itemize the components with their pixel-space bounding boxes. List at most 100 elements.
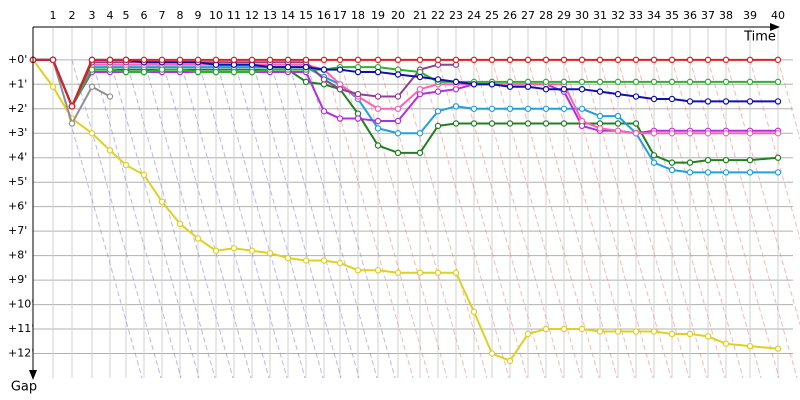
data-point [122,68,130,76]
data-point [596,125,604,132]
data-point [320,257,328,264]
lap-guide [71,59,162,379]
data-point [746,56,754,64]
lap-guide [339,59,430,379]
lap-guides [52,59,800,379]
plot [29,56,782,365]
data-point [722,98,730,105]
data-point [774,130,782,137]
data-point [650,78,658,86]
data-point [354,90,362,98]
data-point [774,345,782,352]
data-point [722,156,730,164]
data-point [506,120,514,127]
data-point [686,98,694,105]
data-point [374,117,382,125]
x-tick-label: 10 [209,9,223,22]
data-point [774,56,782,64]
x-axis-title: Time [743,30,776,45]
data-point [506,357,514,365]
y-tick-label: +5' [8,175,27,188]
lap-guide [377,59,468,379]
data-point [614,90,622,98]
data-point [746,342,754,350]
lap-guide [671,59,762,379]
data-point [434,56,442,64]
x-tick-label: 25 [485,9,499,22]
data-point [194,68,202,76]
data-point [434,76,442,83]
x-tick-label: 9 [195,9,202,22]
x-tick-label: 33 [629,9,643,22]
data-point [506,83,514,90]
data-point [434,108,442,115]
data-point [248,247,256,254]
lap-guide [635,59,726,379]
data-point [746,78,754,86]
data-point [336,85,344,93]
data-point [686,130,694,137]
data-point [88,66,96,73]
data-point [176,220,184,228]
data-point [266,249,274,257]
y-tick-label: +1' [8,77,27,90]
data-point [746,169,754,176]
data-point [106,66,114,73]
data-point [722,130,730,137]
x-tick-label: 30 [575,9,589,22]
lap-guide [52,59,143,379]
x-tick-label: 12 [245,9,259,22]
data-point [668,166,676,174]
data-point [49,56,57,64]
x-tick-label: 26 [503,9,517,22]
data-point [266,63,274,71]
data-point [354,267,362,274]
data-point [524,330,532,338]
x-tick-label: 7 [159,9,166,22]
data-point [158,56,166,64]
x-tick-label: 6 [141,9,148,22]
lap-guide [707,59,798,379]
x-tick-label: 2 [69,9,76,22]
data-point [194,235,202,242]
y-axis-arrow [29,370,37,380]
data-point [614,328,622,335]
data-point [394,269,402,276]
lap-guide [437,59,528,379]
data-point [650,95,658,103]
data-point [302,257,310,264]
data-point [212,56,220,64]
x-tick-label: 34 [647,9,661,22]
y-tick-label: +8' [8,249,27,262]
lap-guide [545,59,636,379]
x-tick-label: 37 [701,9,715,22]
data-point [746,98,754,105]
data-point [434,88,442,95]
lap-guide [91,59,182,379]
x-tick-label: 17 [333,9,347,22]
data-point [488,56,496,64]
x-tick-label: 1 [50,9,57,22]
data-point [542,78,550,86]
lap-guide [509,59,600,379]
data-point [122,56,130,64]
data-point [614,78,622,86]
lap-guide [323,59,414,379]
data-point [632,328,640,335]
data-point [302,78,310,86]
data-point [374,125,382,132]
data-point [212,247,220,254]
x-tick-label: 23 [449,9,463,22]
data-point [106,56,114,64]
data-point [416,149,424,157]
data-point [416,73,424,81]
data-point [578,117,586,125]
lap-guide [419,59,510,379]
data-point [632,120,640,127]
data-point [176,66,184,73]
data-point [394,105,402,112]
data-point [704,169,712,176]
data-point [374,68,382,76]
lap-guide [581,59,672,379]
